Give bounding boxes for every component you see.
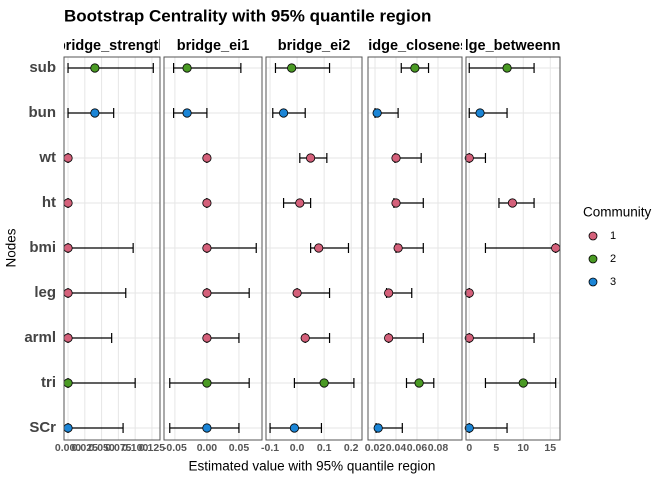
- point: [63, 153, 73, 163]
- point: [292, 288, 302, 298]
- legend-label: 3: [610, 276, 616, 288]
- x-tick-label: 0.0: [290, 442, 305, 454]
- x-tick-label: 0.05: [229, 442, 250, 454]
- x-tick-label: 0.00: [197, 442, 218, 454]
- y-axis-label: Nodes: [4, 228, 19, 267]
- panel-border: [367, 56, 463, 441]
- chart-title: Bootstrap Centrality with 95% quantile r…: [64, 6, 431, 25]
- y-tick-label: tri: [41, 374, 56, 391]
- point: [202, 153, 212, 163]
- y-tick-label: wt: [38, 149, 56, 166]
- point: [278, 108, 289, 118]
- point: [319, 378, 329, 388]
- point: [295, 198, 305, 208]
- panel-border: [63, 56, 161, 441]
- point: [372, 108, 382, 118]
- point: [391, 153, 401, 163]
- point: [306, 153, 316, 163]
- point: [63, 243, 73, 253]
- panel-border: [163, 56, 263, 441]
- point: [464, 423, 474, 433]
- x-tick-label: 15: [544, 442, 556, 454]
- point: [287, 63, 297, 73]
- point: [90, 108, 100, 118]
- x-tick-label: 0.1: [317, 442, 332, 454]
- y-tick-label: bmi: [29, 239, 56, 256]
- point: [384, 333, 394, 343]
- panel-title: bridge_ei2: [278, 38, 351, 54]
- point: [63, 423, 73, 433]
- point: [202, 198, 212, 208]
- x-tick-label: 0.125: [139, 442, 165, 454]
- x-axis-label: Estimated value with 95% quantile region: [189, 459, 436, 474]
- point: [373, 423, 383, 433]
- point: [182, 63, 192, 73]
- point: [393, 243, 403, 253]
- x-tick-label: 0.2: [344, 442, 359, 454]
- point: [300, 333, 310, 343]
- point: [507, 198, 518, 208]
- legend-label: 1: [610, 230, 616, 242]
- point: [551, 243, 561, 253]
- x-tick-label: 0.075: [105, 442, 131, 454]
- x-tick-label: 0.000: [55, 442, 81, 454]
- x-tick-label: -0.1: [261, 442, 279, 454]
- panel-border: [465, 56, 561, 441]
- x-tick-label: 10: [517, 442, 529, 454]
- panel-title: bridge_strength: [57, 38, 167, 54]
- point: [90, 63, 100, 73]
- point: [182, 108, 192, 118]
- point: [202, 378, 212, 388]
- legend-swatch: [588, 231, 598, 241]
- point: [475, 108, 485, 118]
- point: [63, 333, 73, 343]
- point: [63, 198, 73, 208]
- legend-title: Community: [583, 205, 652, 220]
- legend-label: 2: [610, 253, 616, 265]
- point: [410, 63, 420, 73]
- x-tick-label: 0.08: [428, 442, 449, 454]
- panel-title: bridge_closeness: [354, 38, 477, 54]
- x-tick-label: 0.04: [386, 442, 407, 454]
- point: [518, 378, 528, 388]
- x-tick-label: 0.06: [407, 442, 428, 454]
- x-tick-label: 0: [466, 442, 472, 454]
- point: [464, 288, 474, 298]
- panel-title: bridge_ei1: [177, 38, 250, 54]
- point: [63, 288, 73, 298]
- y-tick-label: leg: [34, 284, 56, 301]
- x-tick-label: 0.050: [88, 442, 114, 454]
- y-tick-label: arml: [24, 329, 56, 346]
- x-tick-label: 0.02: [365, 442, 386, 454]
- point: [391, 198, 401, 208]
- panel-border: [265, 56, 363, 441]
- point: [314, 243, 324, 253]
- panel-title: bridge_betweenness: [441, 38, 584, 54]
- point: [202, 333, 212, 343]
- point: [502, 63, 512, 73]
- point: [464, 333, 474, 343]
- y-tick-label: bun: [29, 104, 57, 121]
- point: [202, 243, 212, 253]
- point: [464, 153, 474, 163]
- x-tick-label: -0.05: [163, 442, 187, 454]
- point: [63, 378, 73, 388]
- point: [202, 288, 212, 298]
- y-tick-label: ht: [42, 194, 56, 211]
- point: [384, 288, 394, 298]
- point: [202, 423, 212, 433]
- x-tick-label: 5: [493, 442, 499, 454]
- x-tick-label: 0.100: [122, 442, 148, 454]
- legend-swatch: [588, 254, 598, 264]
- y-tick-label: SCr: [29, 419, 56, 436]
- legend-swatch: [588, 277, 598, 287]
- x-tick-label: 0.025: [72, 442, 98, 454]
- point: [289, 423, 299, 433]
- y-tick-label: sub: [29, 59, 56, 76]
- point: [414, 378, 424, 388]
